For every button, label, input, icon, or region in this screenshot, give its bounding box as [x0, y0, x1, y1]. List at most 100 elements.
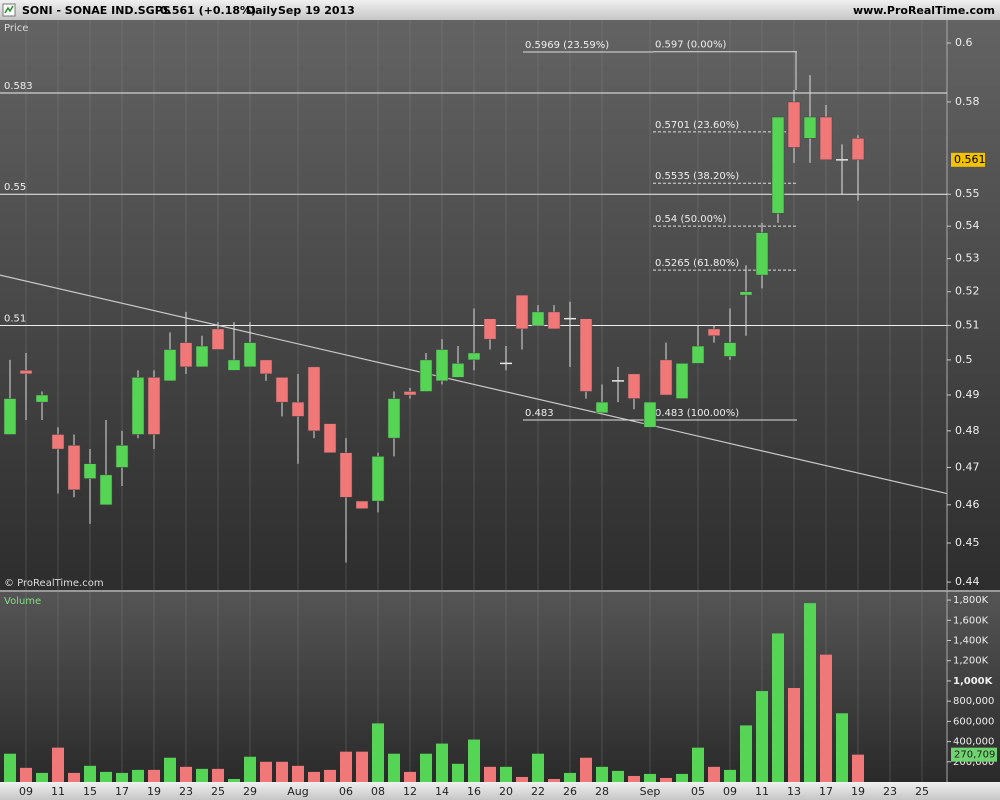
x-axis-bar	[0, 782, 1000, 800]
volume-bar	[564, 772, 576, 782]
volume-bar	[756, 691, 768, 782]
volume-bar	[164, 757, 176, 782]
candle-body	[579, 318, 593, 392]
volume-panel	[0, 592, 1000, 782]
symbol: SONI - SONAE IND.SGPS	[22, 4, 171, 17]
x-tick-label: 09	[19, 785, 33, 798]
x-tick-label: 17	[819, 785, 833, 798]
candle-body	[643, 401, 657, 428]
app-icon-glyph	[4, 5, 14, 14]
volume-bar	[676, 773, 688, 782]
panel-separator	[0, 590, 1000, 592]
x-tick-label: 22	[531, 785, 545, 798]
volume-bar	[500, 766, 512, 782]
volume-bar	[340, 751, 352, 782]
volume-bar	[36, 772, 48, 782]
volume-bar	[420, 753, 432, 782]
volume-bar	[612, 770, 624, 782]
last-price-label: 0.561	[954, 153, 986, 166]
level-label: 0.583	[4, 81, 33, 92]
candle-body	[179, 342, 193, 368]
y-tick-label: 0.49	[955, 388, 980, 401]
candle-body	[259, 359, 273, 375]
y-tick-label: 1,800K	[953, 595, 989, 606]
y-tick-label: 0.46	[955, 498, 980, 511]
volume-bar	[580, 757, 592, 782]
candle-body	[355, 500, 369, 509]
fib-label: 0.483	[525, 408, 554, 419]
volume-bar	[644, 773, 656, 782]
price-panel	[0, 20, 1000, 590]
volume-bar	[276, 761, 288, 782]
x-tick-label: 14	[435, 785, 449, 798]
volume-bar	[116, 772, 128, 782]
trendline	[0, 274, 948, 495]
y-tick-label: 0.53	[955, 252, 980, 265]
x-tick-label: Aug	[287, 785, 308, 798]
x-tick-label: 09	[723, 785, 737, 798]
volume-bar	[708, 766, 720, 782]
candle-body	[291, 401, 305, 417]
candle-body	[403, 391, 417, 396]
y-tick-label: 0.58	[955, 95, 980, 108]
candle-body	[243, 342, 257, 368]
volume-bar	[628, 775, 640, 782]
volume-bar	[596, 766, 608, 782]
x-tick-label: 19	[851, 785, 865, 798]
volume-bar	[484, 766, 496, 782]
volume-bar	[180, 766, 192, 782]
candle-body	[131, 377, 145, 435]
candle-body	[739, 291, 753, 296]
x-tick-label: 17	[115, 785, 129, 798]
candle-body	[339, 452, 353, 498]
y-tick-label: 1,000K	[953, 676, 994, 687]
candle-body	[851, 138, 865, 161]
volume-bar	[532, 753, 544, 782]
candle-body	[195, 345, 209, 368]
period: Daily	[246, 4, 277, 17]
volume-bar	[68, 772, 80, 782]
x-tick-label: 25	[915, 785, 929, 798]
candle-body	[467, 352, 481, 361]
volume-bar	[660, 777, 672, 782]
header-bar	[0, 0, 1000, 20]
candle-body	[435, 349, 449, 382]
y-tick-label: 800,000	[953, 696, 994, 707]
y-tick-label: 0.44	[955, 575, 980, 588]
y-tick-label: 0.48	[955, 424, 980, 437]
volume-bar	[388, 753, 400, 782]
volume-bar	[692, 747, 704, 782]
fib-label: 0.483 (100.00%)	[655, 408, 739, 419]
fib-label: 0.5969 (23.59%)	[525, 40, 609, 51]
volume-bar	[436, 743, 448, 782]
y-tick-label: 0.5	[955, 353, 973, 366]
candle-body	[307, 366, 321, 432]
volume-bar	[244, 756, 256, 782]
volume-bar	[452, 763, 464, 782]
candle-body	[419, 359, 433, 392]
fib-label: 0.597 (0.00%)	[655, 40, 726, 51]
x-tick-label: 05	[691, 785, 705, 798]
volume-bar	[356, 751, 368, 782]
x-tick-label: 15	[83, 785, 97, 798]
candle-body	[115, 445, 129, 468]
candle-body	[515, 294, 529, 330]
candle-body	[371, 456, 385, 502]
quote: 0.561 (+0.18%)	[160, 4, 256, 17]
candle-body	[483, 318, 497, 340]
volume-label-box	[951, 747, 997, 762]
volume-title: Volume	[4, 596, 41, 607]
y-tick-label: 0.45	[955, 536, 980, 549]
copyright: © ProRealTime.com	[4, 578, 104, 589]
x-tick-label: 20	[499, 785, 513, 798]
x-tick-label: 23	[883, 785, 897, 798]
volume-bar	[260, 761, 272, 782]
candle-body	[787, 101, 801, 148]
volume-bar	[404, 771, 416, 782]
volume-bar	[4, 753, 16, 782]
volume-bar	[372, 723, 384, 782]
x-tick-label: 26	[563, 785, 577, 798]
candle-body	[531, 311, 545, 326]
x-tick-label: 23	[179, 785, 193, 798]
